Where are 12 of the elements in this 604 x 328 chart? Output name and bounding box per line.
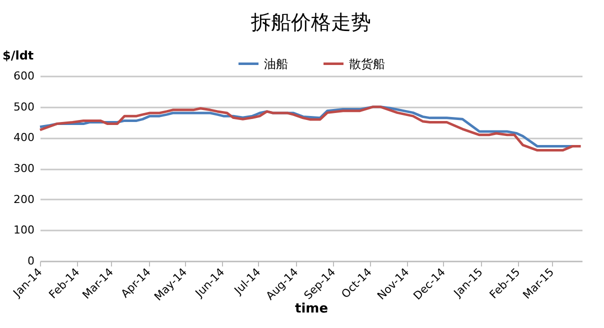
y-axis-title: $/ldt: [2, 48, 34, 62]
y-tick-label: 100: [14, 224, 34, 237]
y-tick-label: 500: [14, 100, 34, 114]
y-tick-label: 300: [14, 162, 34, 175]
x-axis-title: time: [294, 302, 328, 317]
y-tick-label: 400: [14, 131, 34, 144]
y-tick-label: 600: [14, 70, 34, 82]
y-tick-label: 200: [14, 192, 34, 206]
legend-label: 油船: [264, 56, 288, 71]
legend-label: 散货船: [349, 56, 385, 71]
chart-title: 拆船价格走势: [250, 10, 371, 34]
y-tick-label: 0: [28, 254, 34, 268]
